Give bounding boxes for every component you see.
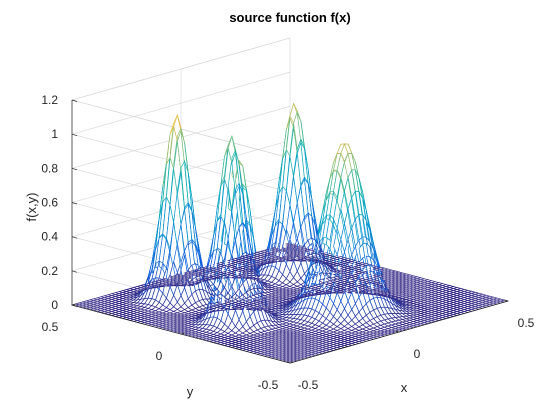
x-tick (503, 299, 509, 302)
y-tick (180, 332, 186, 335)
z-tick-label: 1 (51, 127, 58, 141)
tick-labels: 0 0.2 0.4 0.6 0.8 1 1.2 -0.5 0 0.5 -0.5 0 0.5 (41, 93, 534, 392)
grid-line (71, 37, 291, 101)
y-tick (71, 303, 77, 306)
x-tick-label: 0 (414, 347, 421, 361)
z-tick-label: 0.6 (41, 196, 58, 210)
z-axis-label: f(x,y) (24, 193, 39, 222)
y-tick-label: -0.5 (258, 378, 279, 392)
surface-mesh (70, 102, 510, 364)
x-tick (394, 330, 400, 333)
z-tick (71, 202, 78, 205)
z-tick-label: 0.4 (41, 230, 58, 244)
z-tick-label: 0 (51, 298, 58, 312)
chart-title: source function f(x) (229, 10, 350, 25)
x-tick (285, 361, 291, 364)
z-tick (71, 270, 78, 273)
y-tick (289, 361, 295, 364)
axes-frame (71, 99, 509, 364)
z-tick-label: 0.8 (41, 161, 58, 175)
x-tick-label: -0.5 (298, 378, 319, 392)
z-tick (71, 133, 78, 137)
z-tick (71, 304, 78, 307)
x-tick-label: 0.5 (518, 316, 535, 330)
y-tick-label: 0 (156, 349, 163, 363)
y-tick-label: 0.5 (42, 320, 59, 334)
z-tick (71, 236, 78, 239)
z-tick (71, 167, 78, 171)
z-tick-label: 0.2 (41, 264, 58, 278)
z-tick-label: 1.2 (41, 93, 58, 107)
y-axis-label: y (187, 384, 194, 399)
x-axis-label: x (401, 380, 408, 395)
z-tick (71, 99, 78, 102)
